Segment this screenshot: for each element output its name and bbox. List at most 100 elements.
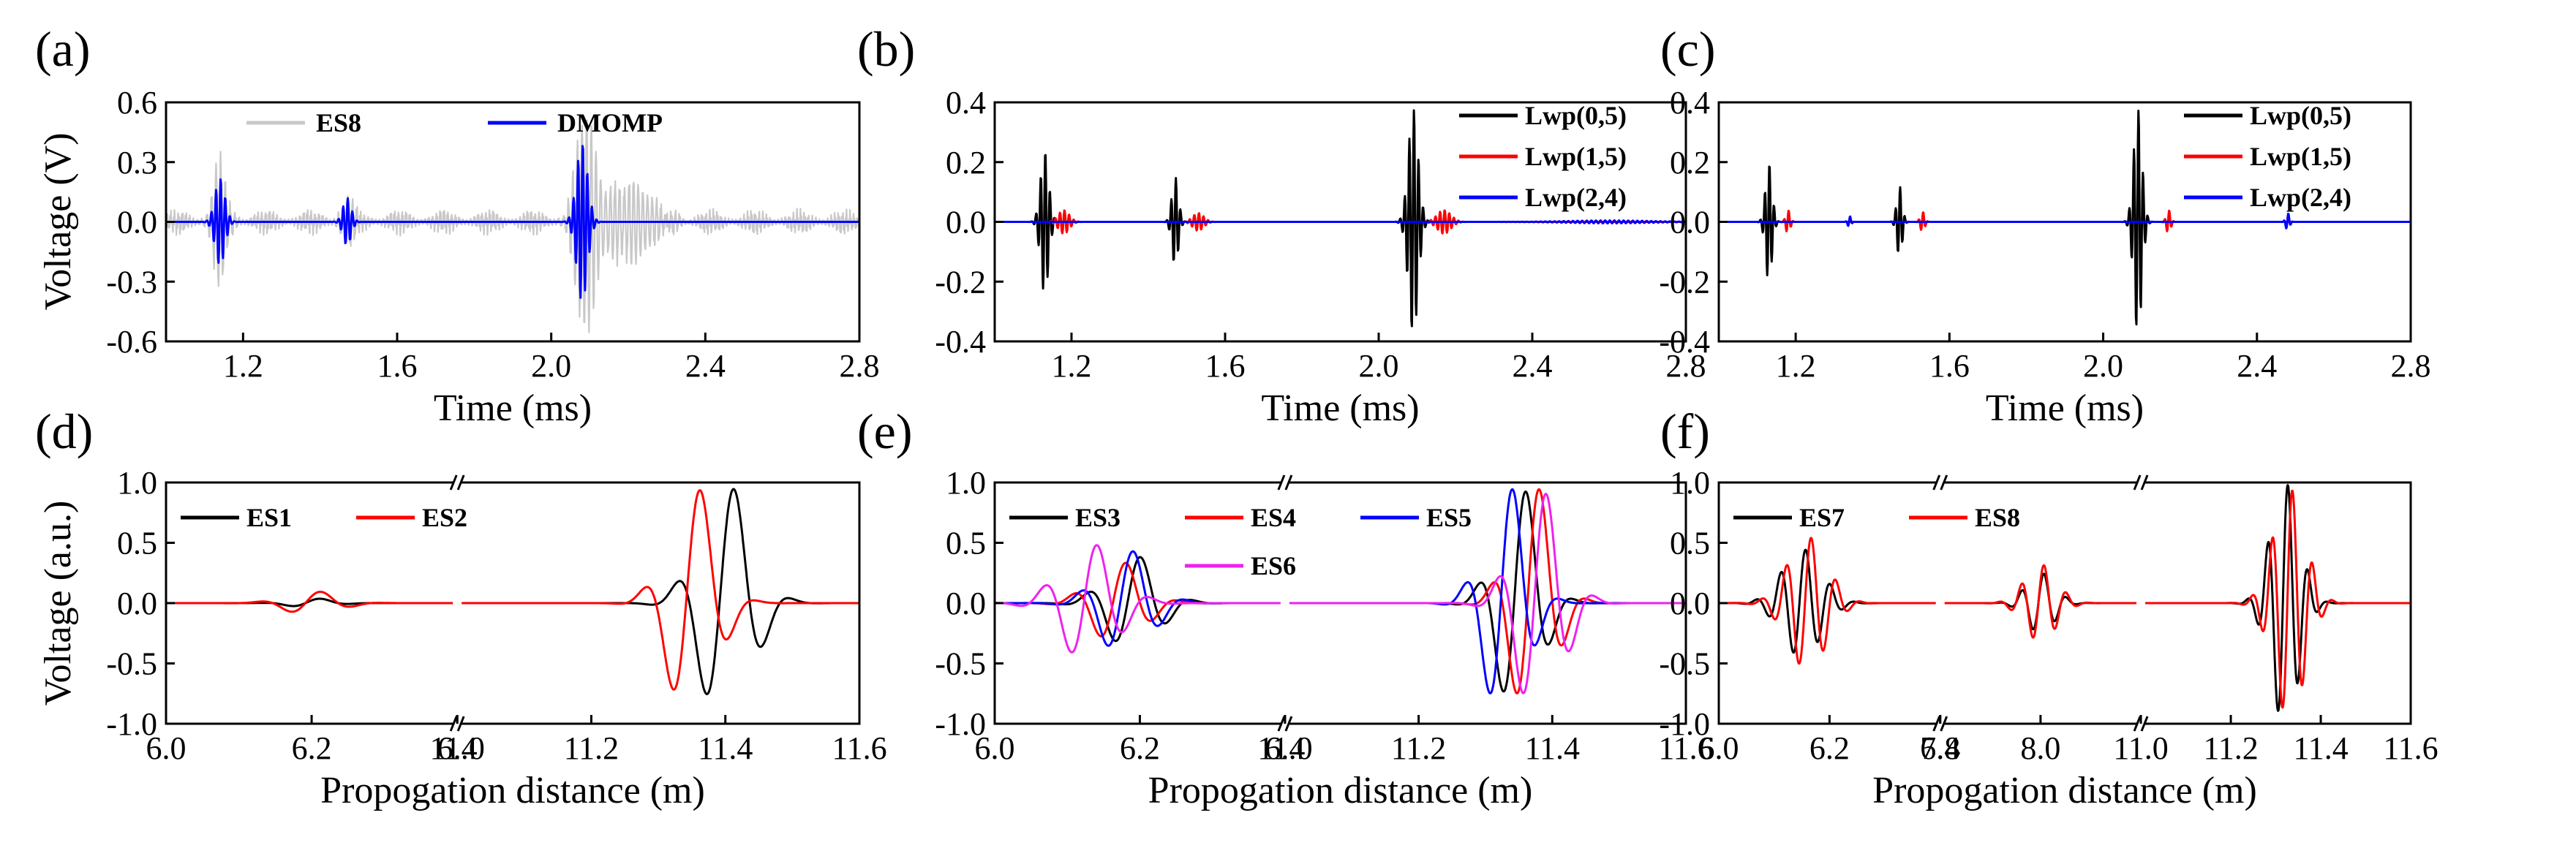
y-tick-label: -0.6 (106, 324, 157, 360)
y-tick-label: 0.4 (946, 85, 986, 121)
x-axis-title: Time (ms) (1261, 387, 1419, 429)
y-tick-label: 0.2 (946, 145, 986, 181)
axis-break-mark (1940, 474, 1948, 491)
legend-label: ES3 (1075, 503, 1121, 532)
series-break-gap (453, 600, 462, 606)
series-line-DMOMP (166, 145, 859, 299)
x-tick-label: 2.8 (840, 348, 880, 384)
x-axis-title: Propogation distance (m) (1872, 770, 2257, 811)
y-tick-label: 1.0 (946, 465, 986, 501)
legend-label: Lwp(1,5) (1525, 142, 1627, 171)
x-tick-label: 2.4 (685, 348, 726, 384)
x-tick-label: 1.2 (1052, 348, 1092, 384)
series-line-ES6 (1284, 493, 1686, 694)
y-tick-label: 0.5 (946, 526, 986, 561)
x-tick-label: 11.0 (429, 730, 484, 766)
x-tick-label: 11.6 (832, 730, 886, 766)
legend-label: DMOMP (557, 108, 663, 137)
y-tick-label: 1.0 (117, 465, 157, 501)
legend-label: Lwp(2,4) (1525, 183, 1627, 212)
series-line-ES3 (1284, 491, 1686, 693)
legend-label: ES8 (316, 108, 361, 137)
panel-label: (c) (1660, 21, 1715, 77)
series-line-ES8 (166, 119, 859, 333)
x-tick-label: 1.2 (1776, 348, 1816, 384)
y-tick-label: 1.0 (1670, 465, 1710, 501)
series-line-Lwp(2,4) (1719, 212, 2411, 230)
axis-break-mark (1932, 716, 1941, 732)
y-tick-label: -0.5 (106, 646, 157, 682)
panel-c: (c) 1.2 1.6 2.0 2.4 2.8 0.4 0.2 0.0 -0.2 -0.4 Time … (1659, 21, 2430, 429)
axis-break-mark (1277, 474, 1286, 491)
x-tick-label: 11.2 (2203, 730, 2258, 766)
legend-label: Lwp(0,5) (1525, 101, 1627, 130)
y-tick-label: 0.4 (1670, 85, 1710, 121)
legend: ES1 ES2 (181, 503, 467, 532)
x-tick-label: 11.2 (564, 730, 619, 766)
x-tick-label: 6.0 (975, 730, 1015, 766)
y-tick-label: 0.0 (117, 586, 157, 621)
x-tick-label: 2.0 (531, 348, 571, 384)
y-tick-label: -0.5 (1659, 646, 1710, 682)
legend: Lwp(0,5) Lwp(1,5) Lwp(2,4) (2184, 101, 2351, 212)
legend-label: ES4 (1251, 503, 1296, 532)
legend-label: Lwp(1,5) (2250, 142, 2351, 171)
legend: ES3 ES4 ES5 ES6 (1009, 503, 1472, 580)
legend-label: ES8 (1975, 503, 2020, 532)
x-axis-title: Propogation distance (m) (320, 770, 705, 811)
legend-label: ES1 (246, 503, 292, 532)
series-group (995, 488, 1686, 694)
x-tick-label: 6.0 (146, 730, 187, 766)
x-tick-label: 1.6 (377, 348, 418, 384)
x-tick-label: 11.4 (2293, 730, 2348, 766)
series-group (1719, 110, 2411, 326)
x-tick-label: 8.0 (2020, 730, 2060, 766)
x-tick-label: 6.2 (1809, 730, 1850, 766)
legend-label: ES6 (1251, 551, 1296, 580)
panel-label: (f) (1660, 404, 1710, 459)
x-tick-label: 11.4 (1525, 730, 1580, 766)
legend: ES7 ES8 (1733, 503, 2020, 532)
series-line-Lwp(2,4) (995, 219, 1686, 224)
x-tick-label: 7.8 (1920, 730, 1960, 766)
panel-label: (e) (857, 404, 912, 459)
axis-break-mark (2133, 474, 2142, 491)
y-tick-label: -0.5 (935, 646, 986, 682)
axis-break-mark (1932, 474, 1941, 491)
series-group (166, 119, 859, 333)
axis-break-mark (2140, 474, 2149, 491)
y-tick-label: 0.3 (117, 145, 157, 181)
y-tick-label: 0.0 (117, 205, 157, 241)
y-axis-title-bottom: Voltage (a.u.) (37, 501, 79, 706)
x-tick-label: 2.4 (1513, 348, 1553, 384)
y-tick-label: 0.0 (946, 586, 986, 621)
series-break-gap (1280, 600, 1289, 606)
panel-a: (a) 1.2 1.6 2.0 2.4 2.8 0.6 0.3 0.0 -0.3 -0.6 Time … (35, 21, 880, 429)
axis-break-mark (1277, 716, 1286, 732)
x-tick-label: 11.6 (2383, 730, 2438, 766)
series-line-ES7 (2139, 484, 2411, 712)
x-tick-label: 11.0 (2113, 730, 2168, 766)
series-line-ES8 (1719, 537, 1941, 665)
axis-break-mark (2133, 716, 2142, 732)
y-tick-label: 0.6 (117, 85, 157, 121)
axis-break-gap (453, 474, 462, 491)
y-tick-label: 0.0 (946, 205, 986, 241)
series-break-gap (2136, 600, 2146, 606)
panel-f: (f) 6.0 6.2 6.47.8 8.0 11.0 11.2 11.4 11.6 1.0 0.5… (1659, 404, 2438, 811)
series-group (166, 488, 859, 695)
panel-b: (b) 1.2 1.6 2.0 2.4 2.8 0.4 0.2 0.0 -0.2 -0.4 Time … (857, 21, 1706, 429)
x-tick-label: 1.6 (1205, 348, 1246, 384)
axis-break-gap (1281, 474, 1289, 491)
axis-break-mark (1284, 716, 1293, 732)
y-tick-label: 0.5 (1670, 526, 1710, 561)
legend: ES8 DMOMP (246, 108, 663, 137)
y-tick-label: -0.4 (1659, 324, 1710, 360)
series-line-ES2 (166, 591, 459, 613)
axis-break-mark (1284, 474, 1293, 491)
y-tick-label: -0.3 (106, 264, 157, 300)
legend-label: ES5 (1426, 503, 1472, 532)
x-tick-label: 2.0 (1359, 348, 1399, 384)
panel-label: (d) (35, 404, 93, 459)
